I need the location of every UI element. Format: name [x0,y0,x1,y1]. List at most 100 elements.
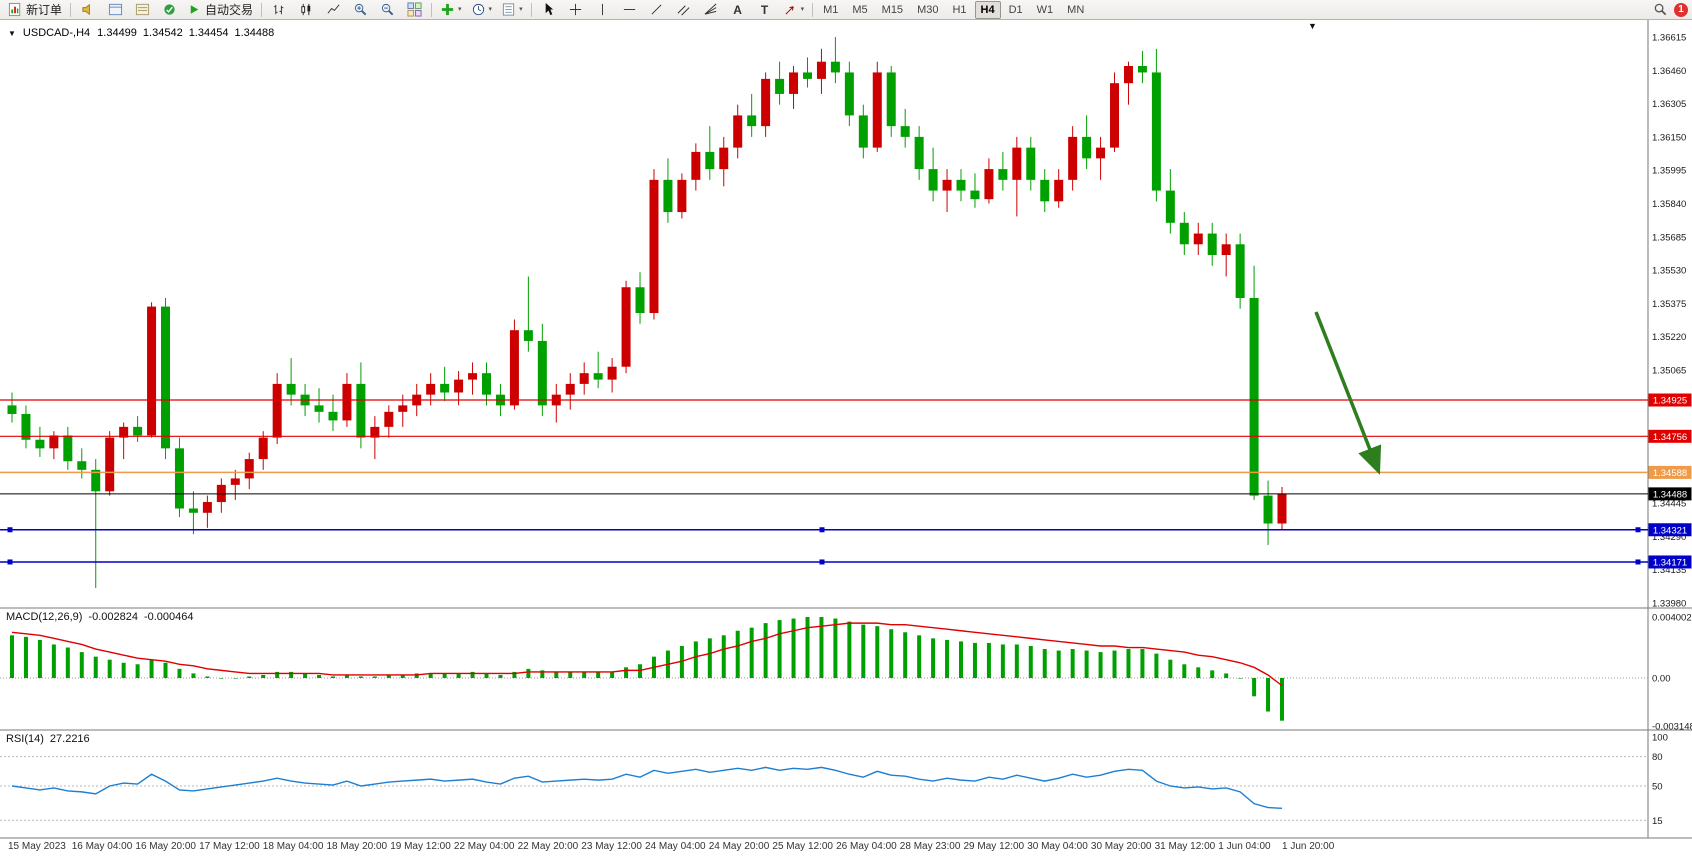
notification-badge[interactable]: 1 [1674,2,1688,17]
svg-text:0.004002: 0.004002 [1652,613,1692,624]
arrows-button[interactable]: ▾ [779,0,809,20]
svg-text:1.34925: 1.34925 [1653,396,1687,407]
zoom-out-button[interactable] [374,0,400,20]
price-label-box [1648,523,1692,537]
channel-button[interactable] [671,0,697,20]
search-button[interactable] [1647,0,1673,20]
rsi-value: 27.2216 [49,733,90,745]
strategy-icon [162,2,177,17]
text-button[interactable]: A [725,0,751,20]
trendline-button[interactable] [644,0,670,20]
bar-chart-button[interactable] [266,0,292,20]
auto-trading-button[interactable]: 自动交易 [183,0,257,20]
svg-text:1.35375: 1.35375 [1652,299,1686,310]
trend-arrow[interactable] [1314,311,1382,475]
time-label: 1 Jun 20:00 [1282,841,1335,852]
tf-button-W1[interactable]: W1 [1036,3,1054,16]
chart-menu-icon[interactable]: ▼ [8,28,16,38]
price-label-box [1648,487,1692,501]
line-handle[interactable] [7,559,13,565]
market-watch-button[interactable] [102,0,128,20]
tf-button-M1[interactable]: M1 [823,3,839,16]
horizontal-lines[interactable]: 1.34925 1.34756 1.34588 1.34488 1.34321 1.341… [0,393,1692,569]
line-handle[interactable] [819,527,825,533]
svg-text:50: 50 [1652,782,1663,793]
indicators-icon [440,2,455,17]
svg-text:1.34756: 1.34756 [1653,432,1687,443]
new-order-label: 新订单 [26,3,63,17]
chart-shift-marker-icon[interactable]: ▼ [1308,21,1317,31]
panel-frames [0,20,1692,839]
auto-trading-icon [187,2,202,17]
price-label-box [1648,555,1692,569]
candlestick-chart-button[interactable] [293,0,319,20]
line-handle[interactable] [1635,527,1641,533]
tile-windows-button[interactable] [401,0,427,20]
macd-signal-value: -0.000464 [143,611,194,623]
svg-text:1.34321: 1.34321 [1653,525,1687,536]
chevron-down-icon: ▾ [458,6,462,13]
indicators-button[interactable]: ▾ [436,0,466,20]
crosshair-icon [568,2,583,17]
line-handle[interactable] [819,559,825,565]
symbol-period-label: USDCAD-,H4 [22,27,91,39]
time-label: 23 May 12:00 [581,841,642,852]
line-chart-icon [326,2,341,17]
templates-button[interactable]: ▾ [497,0,527,20]
fibonacci-button[interactable] [698,0,724,20]
vertical-line-button[interactable] [590,0,616,20]
market-watch-icon [108,2,123,17]
channel-icon [676,2,691,17]
rsi-line [11,766,1283,810]
periods-button[interactable]: ▾ [467,0,497,20]
horizontal-line-icon [622,2,637,17]
svg-text:1.35065: 1.35065 [1652,365,1686,376]
line-handle[interactable] [1635,559,1641,565]
tf-button-M5[interactable]: M5 [852,3,868,16]
strategy-button[interactable] [156,0,182,20]
line-chart-button[interactable] [320,0,346,20]
line-handle[interactable] [7,527,13,533]
tf-button-H4[interactable]: H4 [974,0,1001,19]
zoom-in-icon [353,2,368,17]
time-label: 31 May 12:00 [1154,841,1216,852]
time-label: 28 May 23:00 [899,841,961,852]
time-label: 22 May 04:00 [453,841,515,852]
sound-icon [81,2,96,17]
tf-button-H1[interactable]: H1 [952,3,967,16]
new-order-icon [8,2,23,17]
tf-button-MN[interactable]: MN [1067,3,1085,16]
data-window-button[interactable] [129,0,155,20]
time-label: 26 May 04:00 [836,841,897,852]
sound-button[interactable] [75,0,101,20]
svg-text:1.34445: 1.34445 [1652,499,1686,510]
data-window-icon [135,2,150,17]
new-order-button[interactable]: 新订单 [4,0,66,20]
tf-button-M30[interactable]: M30 [917,3,939,16]
time-label: 17 May 12:00 [199,841,260,852]
price-label-box [1648,465,1692,479]
price-axis[interactable]: 1.36615 1.36460 1.36305 1.36150 1.35995 1.358… [1652,33,1686,610]
tf-button-D1[interactable]: D1 [1008,3,1023,16]
time-label: 25 May 12:00 [772,841,833,852]
time-label: 29 May 12:00 [963,841,1025,852]
arrows-icon [783,2,798,17]
svg-text:1.33980: 1.33980 [1652,599,1686,610]
zoom-in-button[interactable] [347,0,373,20]
crosshair-button[interactable] [563,0,589,20]
cursor-button[interactable] [536,0,562,20]
svg-text:1.34488: 1.34488 [1653,489,1687,500]
svg-text:-0.003148: -0.003148 [1652,721,1692,732]
horizontal-line-button[interactable] [617,0,643,20]
rsi-name: RSI(14) [6,733,44,745]
close-value: 1.34488 [234,27,275,39]
label-icon: T [760,2,769,17]
label-button[interactable]: T [752,0,778,20]
time-axis[interactable]: 15 May 2023 16 May 04:00 16 May 20:00 17 Ma… [0,841,1692,859]
tf-button-M15[interactable]: M15 [881,3,904,16]
macd-signal-line [11,622,1283,687]
svg-text:100: 100 [1652,733,1668,744]
svg-text:1.36305: 1.36305 [1652,99,1686,110]
open-value: 1.34499 [97,27,137,39]
